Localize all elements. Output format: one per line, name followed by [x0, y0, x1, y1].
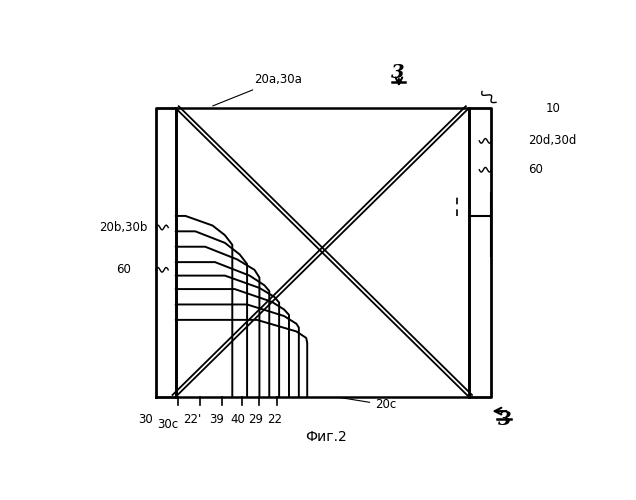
Polygon shape: [156, 108, 176, 397]
Text: 10: 10: [545, 102, 560, 114]
Text: 3: 3: [497, 411, 511, 429]
Text: 20d,30d: 20d,30d: [528, 134, 576, 147]
Polygon shape: [176, 108, 469, 397]
Text: 60: 60: [116, 264, 132, 276]
Polygon shape: [469, 108, 491, 397]
Text: Фиг.2: Фиг.2: [305, 430, 347, 444]
Text: 20b,30b: 20b,30b: [99, 221, 148, 234]
Text: 22: 22: [266, 414, 282, 426]
Text: 30: 30: [139, 414, 153, 426]
Text: 3: 3: [391, 64, 404, 82]
Text: 30c: 30c: [156, 418, 178, 432]
Text: 20c: 20c: [338, 398, 396, 411]
Text: 60: 60: [528, 163, 543, 176]
Text: 22': 22': [183, 414, 201, 426]
Text: 20a,30a: 20a,30a: [212, 73, 302, 106]
Text: 40: 40: [231, 414, 245, 426]
Text: 39: 39: [209, 414, 224, 426]
Text: 29: 29: [249, 414, 263, 426]
